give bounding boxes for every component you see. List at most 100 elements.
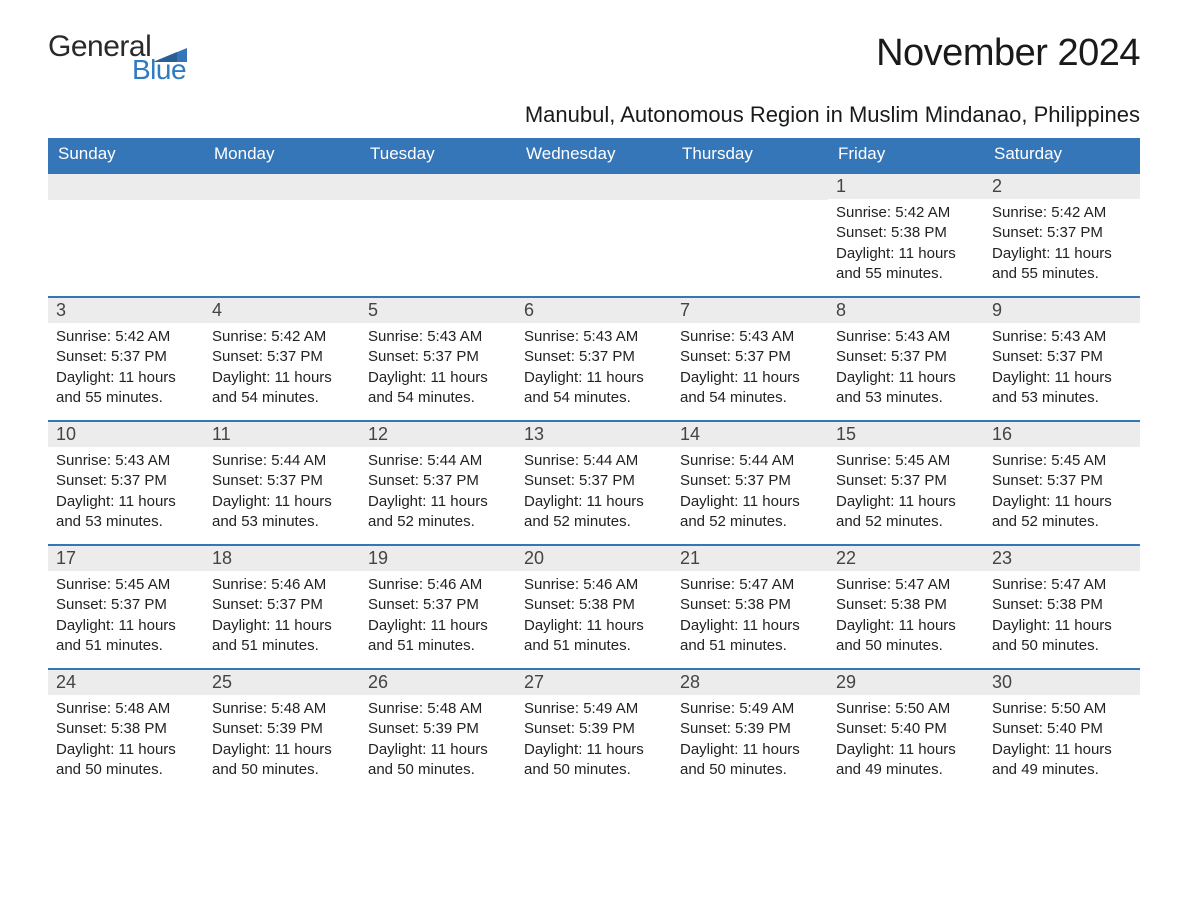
sunset-text: Sunset: 5:39 PM bbox=[212, 719, 352, 739]
day-number: 23 bbox=[984, 546, 1140, 571]
day-body: Sunrise: 5:43 AMSunset: 5:37 PMDaylight:… bbox=[672, 323, 828, 418]
calendar-cell: 9Sunrise: 5:43 AMSunset: 5:37 PMDaylight… bbox=[984, 296, 1140, 420]
sunrise-text: Sunrise: 5:46 AM bbox=[524, 575, 664, 595]
calendar-grid: SundayMondayTuesdayWednesdayThursdayFrid… bbox=[48, 138, 1140, 792]
day-body: Sunrise: 5:46 AMSunset: 5:38 PMDaylight:… bbox=[516, 571, 672, 666]
sunset-text: Sunset: 5:38 PM bbox=[836, 595, 976, 615]
sunset-text: Sunset: 5:37 PM bbox=[368, 347, 508, 367]
day-body: Sunrise: 5:44 AMSunset: 5:37 PMDaylight:… bbox=[516, 447, 672, 542]
title-block: November 2024 bbox=[876, 32, 1140, 75]
day-body: Sunrise: 5:50 AMSunset: 5:40 PMDaylight:… bbox=[828, 695, 984, 790]
daylight-text: Daylight: 11 hours and 51 minutes. bbox=[212, 616, 352, 657]
day-number: 13 bbox=[516, 422, 672, 447]
sunrise-text: Sunrise: 5:42 AM bbox=[836, 203, 976, 223]
day-body: Sunrise: 5:42 AMSunset: 5:37 PMDaylight:… bbox=[984, 199, 1140, 294]
sunset-text: Sunset: 5:40 PM bbox=[992, 719, 1132, 739]
day-number: 16 bbox=[984, 422, 1140, 447]
day-body: Sunrise: 5:47 AMSunset: 5:38 PMDaylight:… bbox=[828, 571, 984, 666]
day-body: Sunrise: 5:45 AMSunset: 5:37 PMDaylight:… bbox=[828, 447, 984, 542]
day-number: 17 bbox=[48, 546, 204, 571]
calendar-cell: 11Sunrise: 5:44 AMSunset: 5:37 PMDayligh… bbox=[204, 420, 360, 544]
daylight-text: Daylight: 11 hours and 52 minutes. bbox=[524, 492, 664, 533]
day-number: 12 bbox=[360, 422, 516, 447]
sunrise-text: Sunrise: 5:42 AM bbox=[212, 327, 352, 347]
calendar-cell bbox=[360, 172, 516, 296]
calendar-cell bbox=[672, 172, 828, 296]
calendar-cell: 18 Sunrise: 5:46 AMSunset: 5:37 PMDayligh… bbox=[204, 544, 360, 668]
daylight-text: Daylight: 11 hours and 53 minutes. bbox=[836, 368, 976, 409]
sunset-text: Sunset: 5:38 PM bbox=[56, 719, 196, 739]
daylight-text: Daylight: 11 hours and 53 minutes. bbox=[56, 492, 196, 533]
sunrise-text: Sunrise: 5:46 AM bbox=[212, 575, 352, 595]
day-number: 25 bbox=[204, 670, 360, 695]
daylight-text: Daylight: 11 hours and 51 minutes. bbox=[524, 616, 664, 657]
sunrise-text: Sunrise: 5:45 AM bbox=[56, 575, 196, 595]
day-body: Sunrise: 5:42 AMSunset: 5:38 PMDaylight:… bbox=[828, 199, 984, 294]
day-number: 24 bbox=[48, 670, 204, 695]
calendar-cell: 10Sunrise: 5:43 AMSunset: 5:37 PMDayligh… bbox=[48, 420, 204, 544]
day-number: 6 bbox=[516, 298, 672, 323]
daylight-text: Daylight: 11 hours and 52 minutes. bbox=[368, 492, 508, 533]
sunset-text: Sunset: 5:40 PM bbox=[836, 719, 976, 739]
daylight-text: Daylight: 11 hours and 50 minutes. bbox=[56, 740, 196, 781]
daylight-text: Daylight: 11 hours and 53 minutes. bbox=[992, 368, 1132, 409]
day-body: Sunrise: 5:43 AMSunset: 5:37 PMDaylight:… bbox=[984, 323, 1140, 418]
day-number bbox=[516, 174, 672, 200]
calendar-cell: 13Sunrise: 5:44 AMSunset: 5:37 PMDayligh… bbox=[516, 420, 672, 544]
sunset-text: Sunset: 5:37 PM bbox=[368, 471, 508, 491]
daylight-text: Daylight: 11 hours and 52 minutes. bbox=[992, 492, 1132, 533]
sunrise-text: Sunrise: 5:47 AM bbox=[836, 575, 976, 595]
daylight-text: Daylight: 11 hours and 53 minutes. bbox=[212, 492, 352, 533]
calendar-cell bbox=[516, 172, 672, 296]
day-number: 18 bbox=[204, 546, 360, 571]
sunset-text: Sunset: 5:39 PM bbox=[368, 719, 508, 739]
day-number: 1 bbox=[828, 174, 984, 199]
sunset-text: Sunset: 5:37 PM bbox=[212, 595, 352, 615]
daylight-text: Daylight: 11 hours and 50 minutes. bbox=[992, 616, 1132, 657]
day-number: 20 bbox=[516, 546, 672, 571]
sunset-text: Sunset: 5:39 PM bbox=[680, 719, 820, 739]
sunset-text: Sunset: 5:37 PM bbox=[992, 347, 1132, 367]
sunrise-text: Sunrise: 5:44 AM bbox=[680, 451, 820, 471]
sunrise-text: Sunrise: 5:50 AM bbox=[836, 699, 976, 719]
logo: General Blue bbox=[48, 32, 187, 84]
calendar-cell: 21Sunrise: 5:47 AMSunset: 5:38 PMDayligh… bbox=[672, 544, 828, 668]
calendar-cell: 27Sunrise: 5:49 AMSunset: 5:39 PMDayligh… bbox=[516, 668, 672, 792]
sunrise-text: Sunrise: 5:45 AM bbox=[992, 451, 1132, 471]
location-text: Manubul, Autonomous Region in Muslim Min… bbox=[48, 102, 1140, 128]
day-number: 19 bbox=[360, 546, 516, 571]
sunrise-text: Sunrise: 5:43 AM bbox=[680, 327, 820, 347]
sunrise-text: Sunrise: 5:47 AM bbox=[680, 575, 820, 595]
day-body: Sunrise: 5:43 AMSunset: 5:37 PMDaylight:… bbox=[360, 323, 516, 418]
day-body: Sunrise: 5:43 AMSunset: 5:37 PMDaylight:… bbox=[516, 323, 672, 418]
sunrise-text: Sunrise: 5:44 AM bbox=[524, 451, 664, 471]
calendar-cell: 8Sunrise: 5:43 AMSunset: 5:37 PMDaylight… bbox=[828, 296, 984, 420]
calendar-cell: 17Sunrise: 5:45 AMSunset: 5:37 PMDayligh… bbox=[48, 544, 204, 668]
calendar-cell: 24Sunrise: 5:48 AMSunset: 5:38 PMDayligh… bbox=[48, 668, 204, 792]
calendar-cell: 5Sunrise: 5:43 AMSunset: 5:37 PMDaylight… bbox=[360, 296, 516, 420]
daylight-text: Daylight: 11 hours and 54 minutes. bbox=[524, 368, 664, 409]
day-number: 21 bbox=[672, 546, 828, 571]
dow-header: Monday bbox=[204, 138, 360, 172]
sunrise-text: Sunrise: 5:49 AM bbox=[524, 699, 664, 719]
sunset-text: Sunset: 5:37 PM bbox=[524, 471, 664, 491]
day-number: 26 bbox=[360, 670, 516, 695]
sunset-text: Sunset: 5:37 PM bbox=[212, 471, 352, 491]
calendar-cell: 30Sunrise: 5:50 AMSunset: 5:40 PMDayligh… bbox=[984, 668, 1140, 792]
sunset-text: Sunset: 5:37 PM bbox=[56, 347, 196, 367]
sunrise-text: Sunrise: 5:48 AM bbox=[368, 699, 508, 719]
sunrise-text: Sunrise: 5:50 AM bbox=[992, 699, 1132, 719]
sunrise-text: Sunrise: 5:43 AM bbox=[992, 327, 1132, 347]
calendar-cell: 12Sunrise: 5:44 AMSunset: 5:37 PMDayligh… bbox=[360, 420, 516, 544]
calendar-cell: 1Sunrise: 5:42 AMSunset: 5:38 PMDaylight… bbox=[828, 172, 984, 296]
day-number: 14 bbox=[672, 422, 828, 447]
sunset-text: Sunset: 5:37 PM bbox=[56, 471, 196, 491]
day-body: Sunrise: 5:45 AMSunset: 5:37 PMDaylight:… bbox=[984, 447, 1140, 542]
dow-header: Saturday bbox=[984, 138, 1140, 172]
day-body: Sunrise: 5:48 AMSunset: 5:38 PMDaylight:… bbox=[48, 695, 204, 790]
sunset-text: Sunset: 5:37 PM bbox=[56, 595, 196, 615]
day-number: 5 bbox=[360, 298, 516, 323]
day-body: Sunrise: 5:46 AMSunset: 5:37 PMDaylight:… bbox=[360, 571, 516, 666]
sunset-text: Sunset: 5:38 PM bbox=[524, 595, 664, 615]
calendar-cell bbox=[204, 172, 360, 296]
